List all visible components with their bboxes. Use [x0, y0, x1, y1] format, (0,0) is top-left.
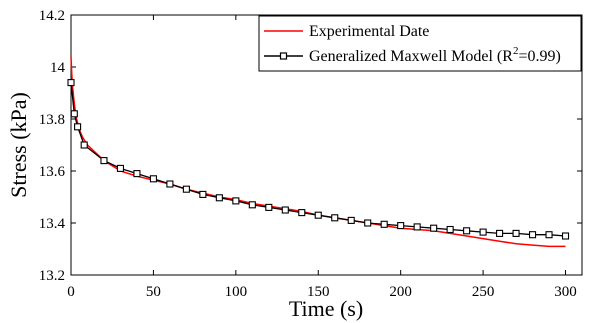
data-point-maxwell — [430, 224, 438, 232]
data-point-maxwell — [380, 220, 388, 228]
data-point-maxwell — [413, 223, 421, 231]
y-axis-title: Stress (kPa) — [6, 92, 31, 198]
x-tick-label: 150 — [307, 284, 330, 300]
y-tick-label: 14 — [50, 60, 66, 76]
data-point-maxwell — [496, 229, 504, 237]
x-tick-label: 50 — [146, 284, 161, 300]
data-point-maxwell — [67, 79, 75, 87]
y-tick-label: 13.2 — [39, 268, 65, 284]
y-tick-label: 13.6 — [39, 164, 66, 180]
legend: Experimental Date Generalized Maxwell Mo… — [258, 15, 582, 72]
legend-box — [258, 15, 582, 72]
data-point-maxwell — [347, 216, 355, 224]
data-point-maxwell — [199, 190, 207, 198]
x-tick-label: 200 — [389, 284, 412, 300]
data-point-maxwell — [463, 227, 471, 235]
data-point-maxwell — [166, 180, 174, 188]
data-point-maxwell — [70, 110, 78, 118]
legend-label-maxwell-main: Generalized Maxwell Model (R — [309, 48, 513, 65]
data-point-maxwell — [397, 222, 405, 230]
data-point-maxwell — [528, 231, 537, 239]
data-point-maxwell — [314, 211, 322, 219]
legend-label-maxwell: Generalized Maxwell Model (R2=0.99) — [309, 45, 561, 65]
data-point-maxwell — [265, 203, 273, 211]
data-point-maxwell — [512, 229, 520, 237]
x-tick-label: 300 — [554, 284, 577, 300]
data-point-maxwell — [232, 197, 240, 205]
data-point-maxwell — [331, 214, 339, 222]
legend-marker-maxwell — [279, 52, 288, 60]
x-axis-title: Time (s) — [289, 296, 363, 321]
y-tick-label: 13.4 — [39, 216, 66, 232]
data-point-maxwell — [561, 232, 570, 240]
data-point-maxwell — [298, 209, 306, 217]
y-tick-label: 13.8 — [39, 112, 65, 128]
x-tick-label: 250 — [472, 284, 495, 300]
legend-label-maxwell-sup: 2 — [513, 45, 519, 57]
data-point-maxwell — [182, 185, 190, 193]
data-point-maxwell — [248, 201, 256, 209]
x-tick-label: 100 — [225, 284, 248, 300]
data-point-maxwell — [215, 194, 223, 202]
data-point-maxwell — [149, 175, 157, 183]
y-tick-label: 14.2 — [39, 8, 65, 24]
x-tick-label: 0 — [67, 284, 75, 300]
data-point-maxwell — [74, 123, 82, 131]
series-layer — [67, 56, 570, 248]
data-point-maxwell — [133, 170, 141, 178]
data-point-maxwell — [446, 225, 454, 234]
legend-label-experimental: Experimental Date — [309, 23, 429, 40]
data-point-maxwell — [80, 141, 88, 149]
data-point-maxwell — [281, 206, 289, 214]
data-point-maxwell — [545, 231, 553, 239]
data-point-maxwell — [116, 164, 124, 172]
legend-label-maxwell-tail: =0.99) — [518, 48, 560, 65]
data-point-maxwell — [479, 228, 487, 236]
data-point-maxwell — [100, 157, 108, 165]
data-point-maxwell — [364, 219, 372, 227]
